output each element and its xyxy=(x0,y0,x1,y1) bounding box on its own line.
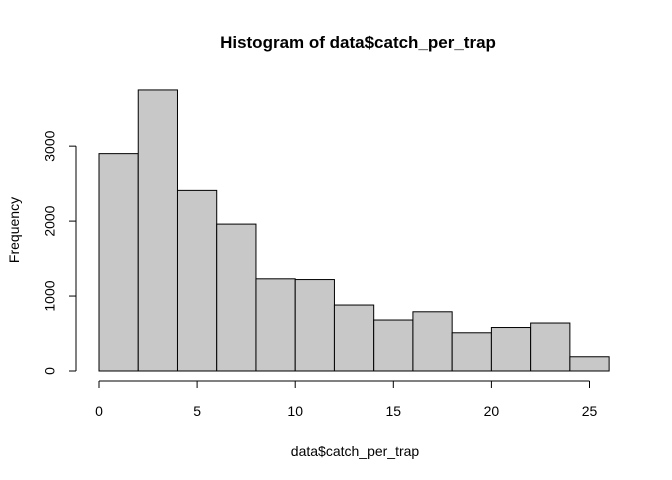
y-axis: 0 1000 2000 3000 xyxy=(42,130,77,375)
x-tick-label-5: 5 xyxy=(193,403,201,419)
bars-group xyxy=(98,89,610,372)
histogram-bar-4 xyxy=(255,278,296,372)
y-axis-label: Frequency xyxy=(6,197,22,263)
histogram-bar-3 xyxy=(216,223,257,372)
y-tick-label-0: 0 xyxy=(42,367,58,375)
histogram-bar-2 xyxy=(176,189,218,372)
x-tick-label-15: 15 xyxy=(386,403,402,419)
histogram-bar-12 xyxy=(569,356,610,372)
x-tick-label-0: 0 xyxy=(95,403,103,419)
histogram-bar-7 xyxy=(373,319,414,372)
histogram-bar-6 xyxy=(333,304,375,372)
x-tick-label-25: 25 xyxy=(582,403,598,419)
histogram-bar-0 xyxy=(98,153,139,372)
histogram-bar-9 xyxy=(451,332,492,372)
x-axis-label: data$catch_per_trap xyxy=(291,443,420,459)
histogram-bar-10 xyxy=(490,327,532,372)
chart-title: Histogram of data$catch_per_trap xyxy=(220,33,496,52)
histogram-bar-8 xyxy=(412,311,453,372)
y-tick-label-3000: 3000 xyxy=(42,130,58,161)
x-tick-label-20: 20 xyxy=(484,403,500,419)
y-tick-label-2000: 2000 xyxy=(42,205,58,236)
x-tick-label-10: 10 xyxy=(287,403,303,419)
histogram-bar-5 xyxy=(294,279,335,372)
x-axis: 0 5 10 15 20 25 xyxy=(95,380,598,419)
histogram-bar-11 xyxy=(530,322,571,372)
histogram-bar-1 xyxy=(137,89,178,372)
y-tick-label-1000: 1000 xyxy=(42,280,58,311)
